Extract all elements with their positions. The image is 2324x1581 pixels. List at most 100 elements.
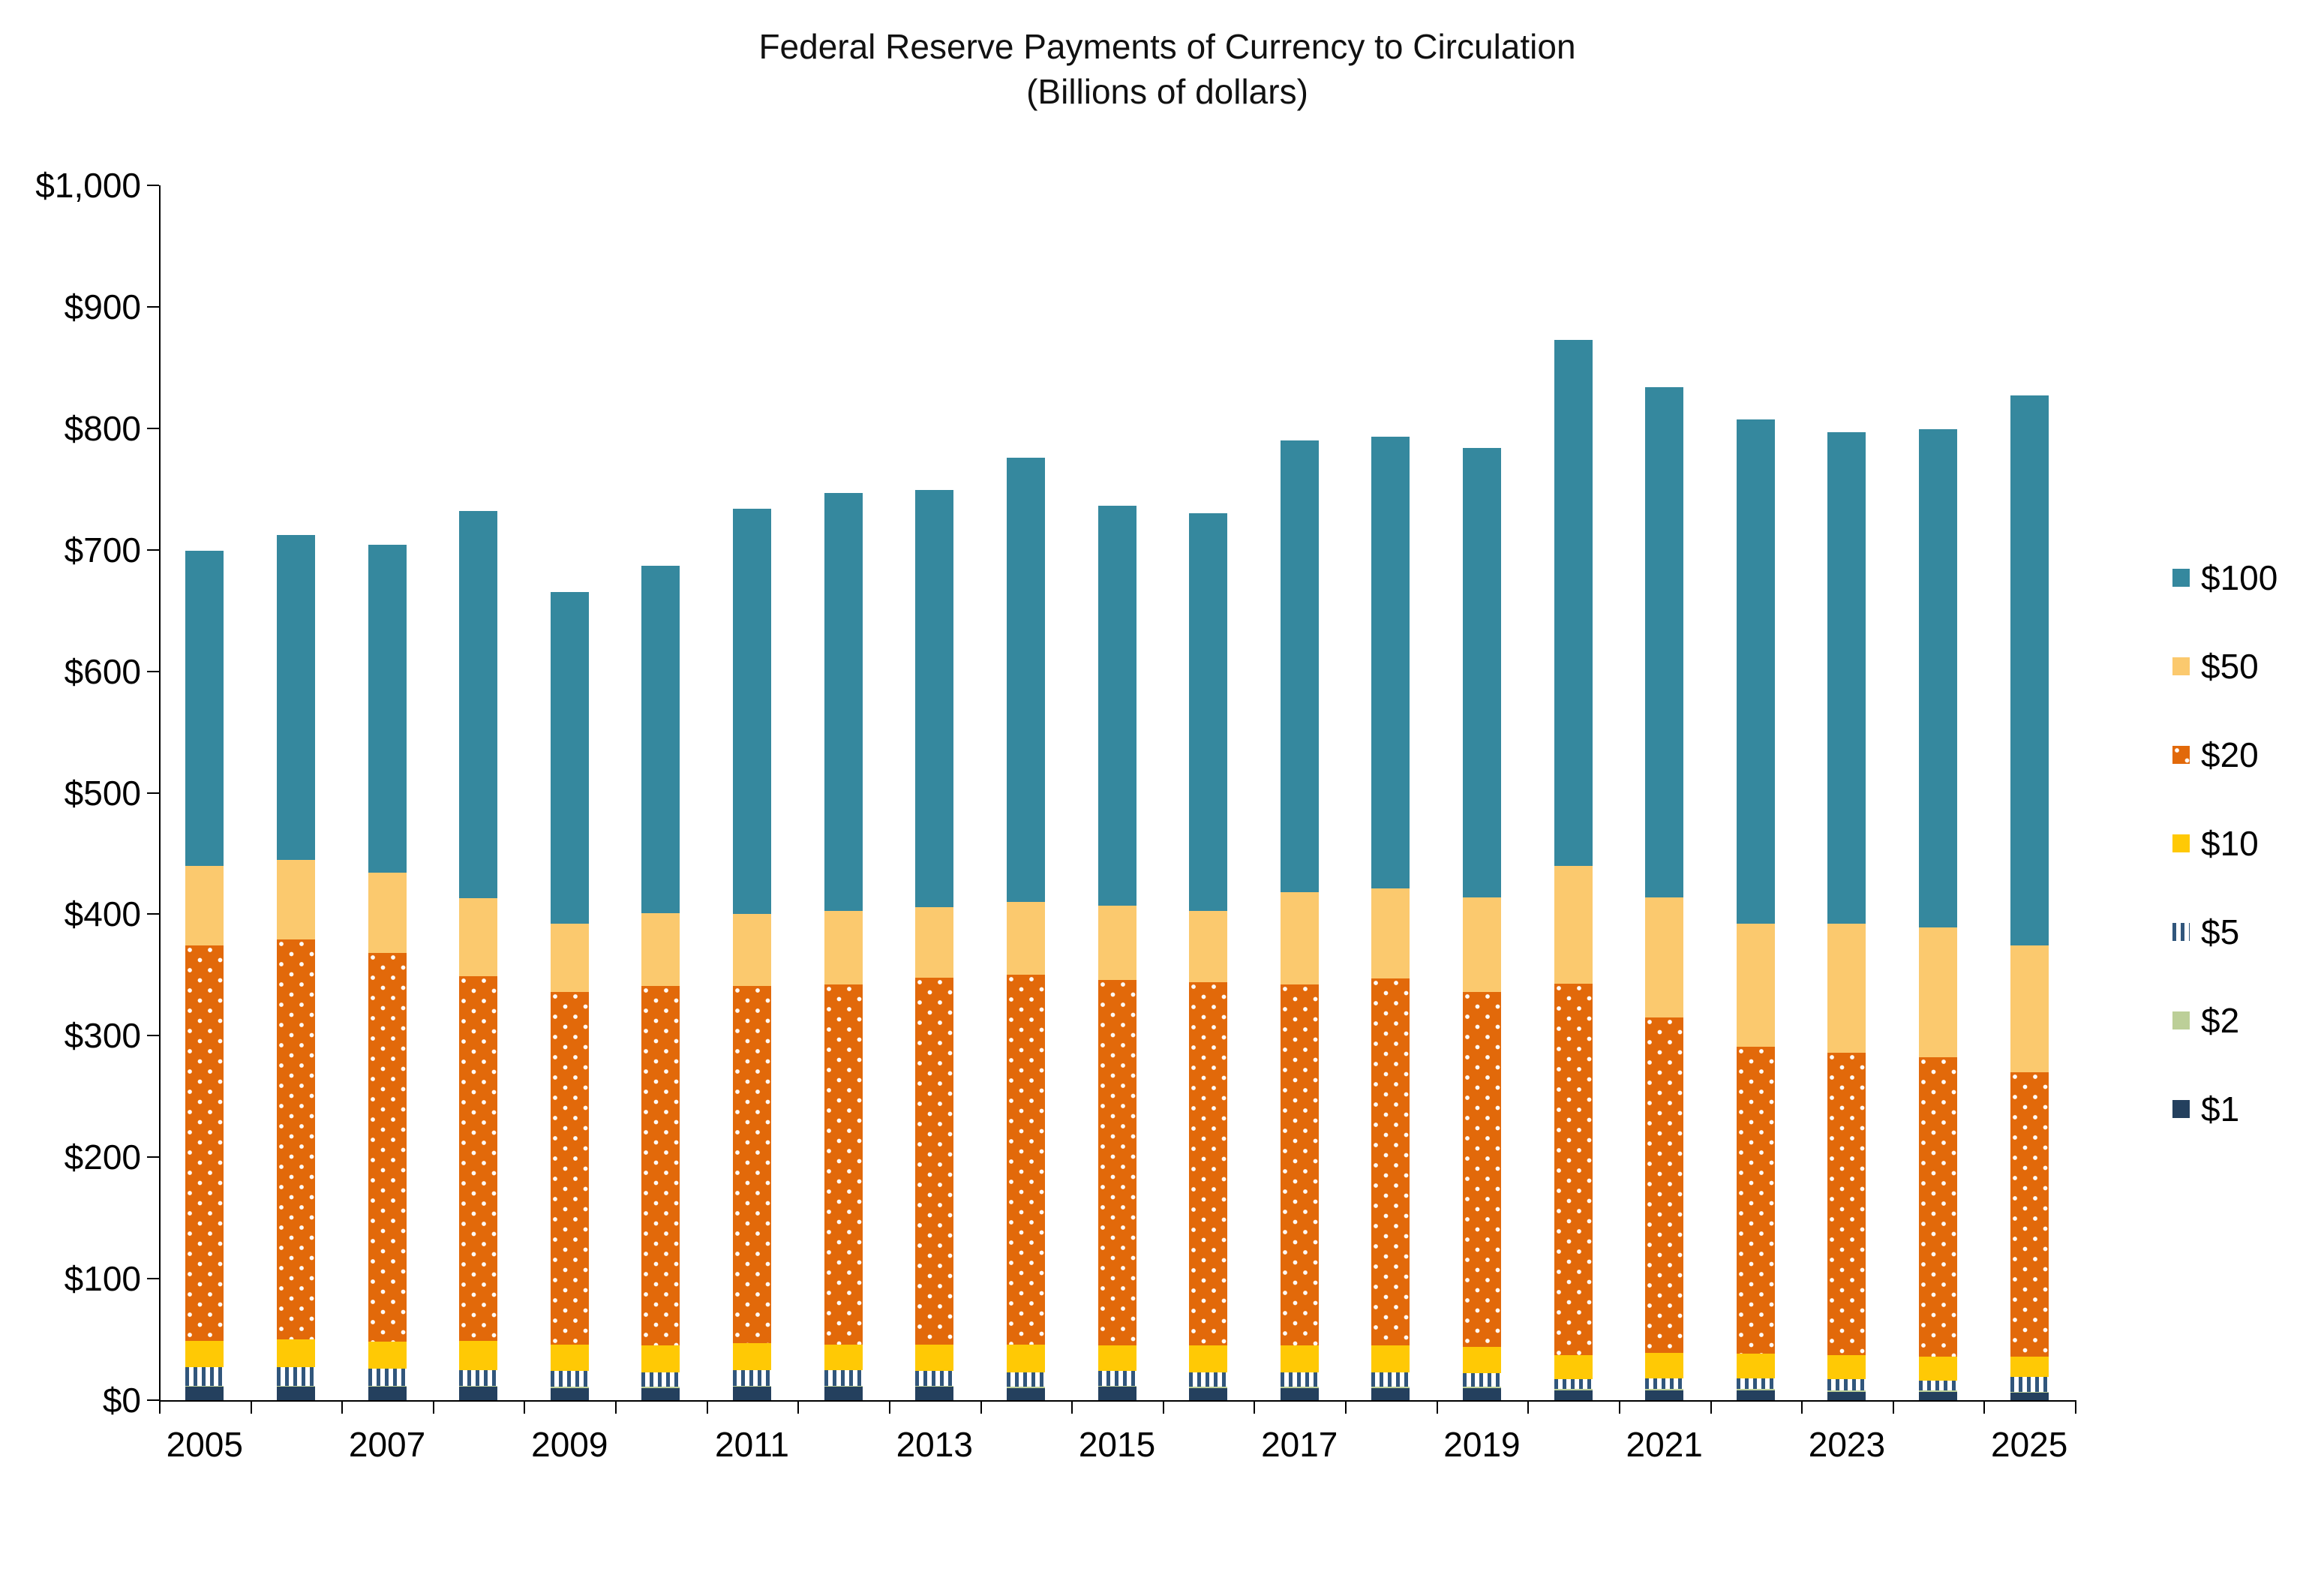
segment-2013-$10 [915, 1344, 954, 1372]
segment-2005-$100 [185, 551, 224, 866]
x-tick [1618, 1402, 1620, 1414]
segment-2015-$5 [1097, 1371, 1136, 1386]
y-tick [147, 792, 159, 794]
segment-2021-$50 [1645, 897, 1684, 1017]
segment-2020-$5 [1554, 1379, 1593, 1390]
segment-2015-$10 [1097, 1345, 1136, 1372]
segment-2017-$2 [1280, 1387, 1319, 1388]
x-tick [159, 1402, 161, 1414]
segment-2015-$100 [1097, 506, 1136, 906]
segment-2007-$100 [368, 545, 407, 873]
segment-2009-$50 [550, 924, 589, 992]
legend-swatch-1 [2172, 1100, 2190, 1118]
y-tick [147, 670, 159, 672]
segment-2023-$1 [1827, 1391, 1866, 1400]
chart-subtitle: (Billions of dollars) [1026, 72, 1308, 111]
segment-2013-$1 [915, 1387, 954, 1400]
legend-label-5: $5 [2201, 912, 2240, 951]
segment-2011-$1 [733, 1387, 772, 1400]
segment-2009-$100 [550, 592, 589, 924]
segment-2016-$100 [1189, 513, 1228, 911]
segment-2006-$50 [276, 859, 315, 940]
segment-2007-$50 [368, 873, 407, 954]
y-axis-label-100: $100 [64, 1259, 141, 1299]
segment-2025-$5 [2010, 1377, 2049, 1392]
segment-2023-$50 [1827, 924, 1866, 1053]
x-axis-line [159, 1400, 2076, 1402]
segment-2018-$5 [1371, 1372, 1410, 1387]
segment-2010-$1 [641, 1387, 680, 1400]
segment-2018-$100 [1371, 437, 1410, 889]
segment-2016-$2 [1189, 1387, 1228, 1388]
segment-2015-$50 [1097, 906, 1136, 980]
segment-2007-$10 [368, 1342, 407, 1369]
y-tick [147, 913, 159, 915]
segment-2014-$100 [1006, 457, 1045, 903]
segment-2019-$2 [1462, 1387, 1501, 1388]
y-tick [147, 1278, 159, 1280]
segment-2013-$5 [915, 1371, 954, 1386]
y-axis-label-800: $800 [64, 408, 141, 448]
segment-2012-$10 [824, 1344, 863, 1370]
y-axis-label-200: $200 [64, 1138, 141, 1177]
segment-2017-$20 [1280, 984, 1319, 1346]
x-tick [341, 1402, 344, 1414]
segment-2011-$20 [733, 985, 772, 1343]
segment-2025-$2 [2010, 1391, 2049, 1393]
y-axis-line [159, 185, 161, 1402]
segment-2024-$50 [1919, 927, 1958, 1058]
segment-2007-$20 [368, 953, 407, 1342]
legend-swatch-50 [2172, 657, 2190, 675]
y-axis-label-600: $600 [64, 651, 141, 691]
segment-2007-$1 [368, 1387, 407, 1400]
x-tick [524, 1402, 526, 1414]
y-axis-label-400: $400 [64, 894, 141, 934]
x-axis-label-2025: 2025 [1991, 1425, 2068, 1464]
segment-2008-$2 [459, 1385, 498, 1387]
segment-2010-$100 [641, 565, 680, 913]
segment-2024-$100 [1919, 429, 1958, 928]
segment-2017-$5 [1280, 1372, 1319, 1387]
segment-2010-$10 [641, 1345, 680, 1372]
segment-2021-$20 [1645, 1017, 1684, 1353]
segment-2010-$50 [641, 912, 680, 986]
y-axis-label-900: $900 [64, 287, 141, 326]
x-tick [1345, 1402, 1347, 1414]
segment-2014-$5 [1006, 1372, 1045, 1387]
legend-label-1: $1 [2201, 1090, 2240, 1129]
y-tick [147, 185, 159, 186]
x-axis-label-2023: 2023 [1808, 1425, 1886, 1464]
segment-2024-$2 [1919, 1390, 1958, 1392]
segment-2010-$2 [641, 1387, 680, 1388]
segment-2023-$10 [1827, 1355, 1866, 1380]
segment-2013-$20 [915, 977, 954, 1345]
segment-2012-$1 [824, 1387, 863, 1400]
segment-2022-$50 [1736, 924, 1775, 1047]
segment-2005-$2 [185, 1385, 224, 1387]
segment-2024-$10 [1919, 1356, 1958, 1381]
segment-2017-$50 [1280, 892, 1319, 985]
segment-2019-$10 [1462, 1346, 1501, 1374]
segment-2008-$5 [459, 1369, 498, 1386]
segment-2008-$10 [459, 1340, 498, 1370]
segment-2023-$20 [1827, 1052, 1866, 1356]
legend-swatch-20 [2172, 746, 2190, 764]
x-tick [250, 1402, 252, 1414]
segment-2010-$5 [641, 1372, 680, 1387]
segment-2019-$5 [1462, 1373, 1501, 1387]
segment-2015-$2 [1097, 1385, 1136, 1387]
segment-2025-$50 [2010, 945, 2049, 1072]
y-axis-label-0: $0 [102, 1381, 141, 1420]
segment-2018-$50 [1371, 888, 1410, 979]
segment-2010-$20 [641, 985, 680, 1346]
x-tick [2075, 1402, 2076, 1414]
segment-2022-$2 [1736, 1389, 1775, 1391]
segment-2009-$20 [550, 992, 589, 1345]
segment-2022-$10 [1736, 1354, 1775, 1378]
x-axis-label-2017: 2017 [1261, 1425, 1338, 1464]
x-axis-label-2015: 2015 [1078, 1425, 1156, 1464]
segment-2015-$20 [1097, 979, 1136, 1346]
segment-2012-$20 [824, 984, 863, 1345]
segment-2005-$10 [185, 1340, 224, 1368]
segment-2015-$1 [1097, 1387, 1136, 1400]
